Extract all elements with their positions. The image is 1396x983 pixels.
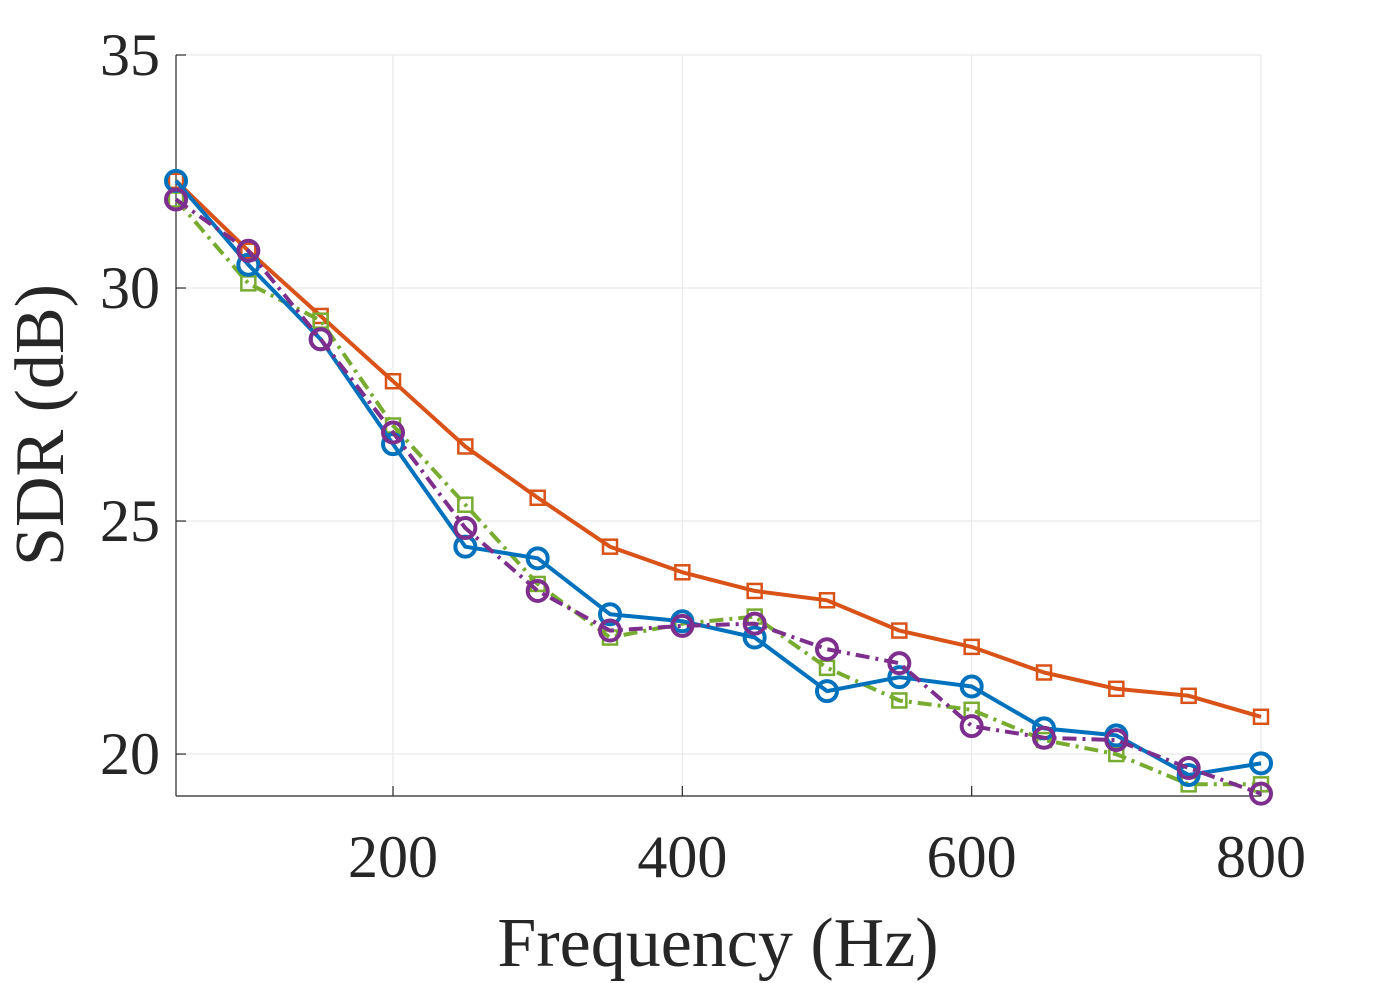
data-point — [674, 564, 691, 581]
data-point — [384, 372, 402, 390]
series-2-line — [174, 198, 1261, 787]
y-tick-label: 25 — [100, 488, 160, 554]
data-point — [525, 546, 550, 571]
tick-labels: 200 400 600 800 20 25 30 35 — [100, 22, 1306, 890]
data-point — [887, 665, 912, 690]
data-point — [457, 496, 474, 513]
data-point — [236, 252, 261, 277]
data-point — [1108, 680, 1125, 698]
data-point — [959, 714, 984, 739]
grid — [176, 54, 1262, 796]
data-point — [598, 602, 622, 627]
x-tick-label: 600 — [927, 824, 1017, 890]
y-tick-label: 30 — [100, 255, 160, 321]
data-point — [236, 238, 261, 263]
data-point — [1104, 728, 1129, 753]
series-4-line — [174, 197, 1262, 796]
data-point — [963, 638, 980, 656]
x-tick-label: 200 — [348, 824, 438, 890]
x-tick-label: 800 — [1216, 824, 1306, 890]
data-point — [240, 242, 257, 259]
data-point — [457, 438, 474, 455]
data-point — [453, 516, 478, 541]
data-point — [1180, 687, 1197, 705]
data-point — [815, 637, 839, 662]
series-1-line — [174, 179, 1262, 719]
series-layer — [164, 168, 1273, 806]
axes — [175, 54, 1262, 797]
data-point — [742, 611, 767, 636]
data-point — [1032, 725, 1056, 750]
x-tick-label: 400 — [637, 824, 727, 890]
data-point — [959, 674, 984, 699]
data-point — [1176, 763, 1201, 788]
data-point — [598, 618, 622, 643]
series-3-line — [174, 179, 1262, 777]
series-1 — [167, 172, 1270, 726]
x-axis-label: Frequency (Hz) — [497, 905, 938, 982]
data-point — [891, 622, 908, 639]
data-point — [308, 327, 333, 352]
y-tick-label: 35 — [100, 22, 160, 88]
data-point — [815, 679, 839, 704]
data-point — [529, 489, 546, 506]
data-point — [1249, 751, 1273, 776]
y-tick-label: 20 — [100, 721, 160, 787]
y-axis-label: SDR (dB) — [2, 284, 79, 566]
data-point — [1252, 708, 1270, 726]
data-point — [891, 692, 908, 709]
data-point — [601, 538, 619, 555]
data-point — [1249, 781, 1273, 806]
data-point — [670, 613, 695, 638]
data-point — [818, 592, 836, 609]
data-point — [381, 420, 405, 445]
data-point — [525, 578, 550, 603]
series-2 — [167, 191, 1270, 793]
data-point — [887, 651, 912, 676]
series-3 — [164, 168, 1273, 788]
series-4 — [164, 187, 1273, 806]
data-point — [164, 187, 188, 212]
data-point — [742, 625, 767, 650]
data-point — [1035, 664, 1053, 681]
data-point — [746, 582, 763, 600]
data-point — [1176, 756, 1201, 781]
